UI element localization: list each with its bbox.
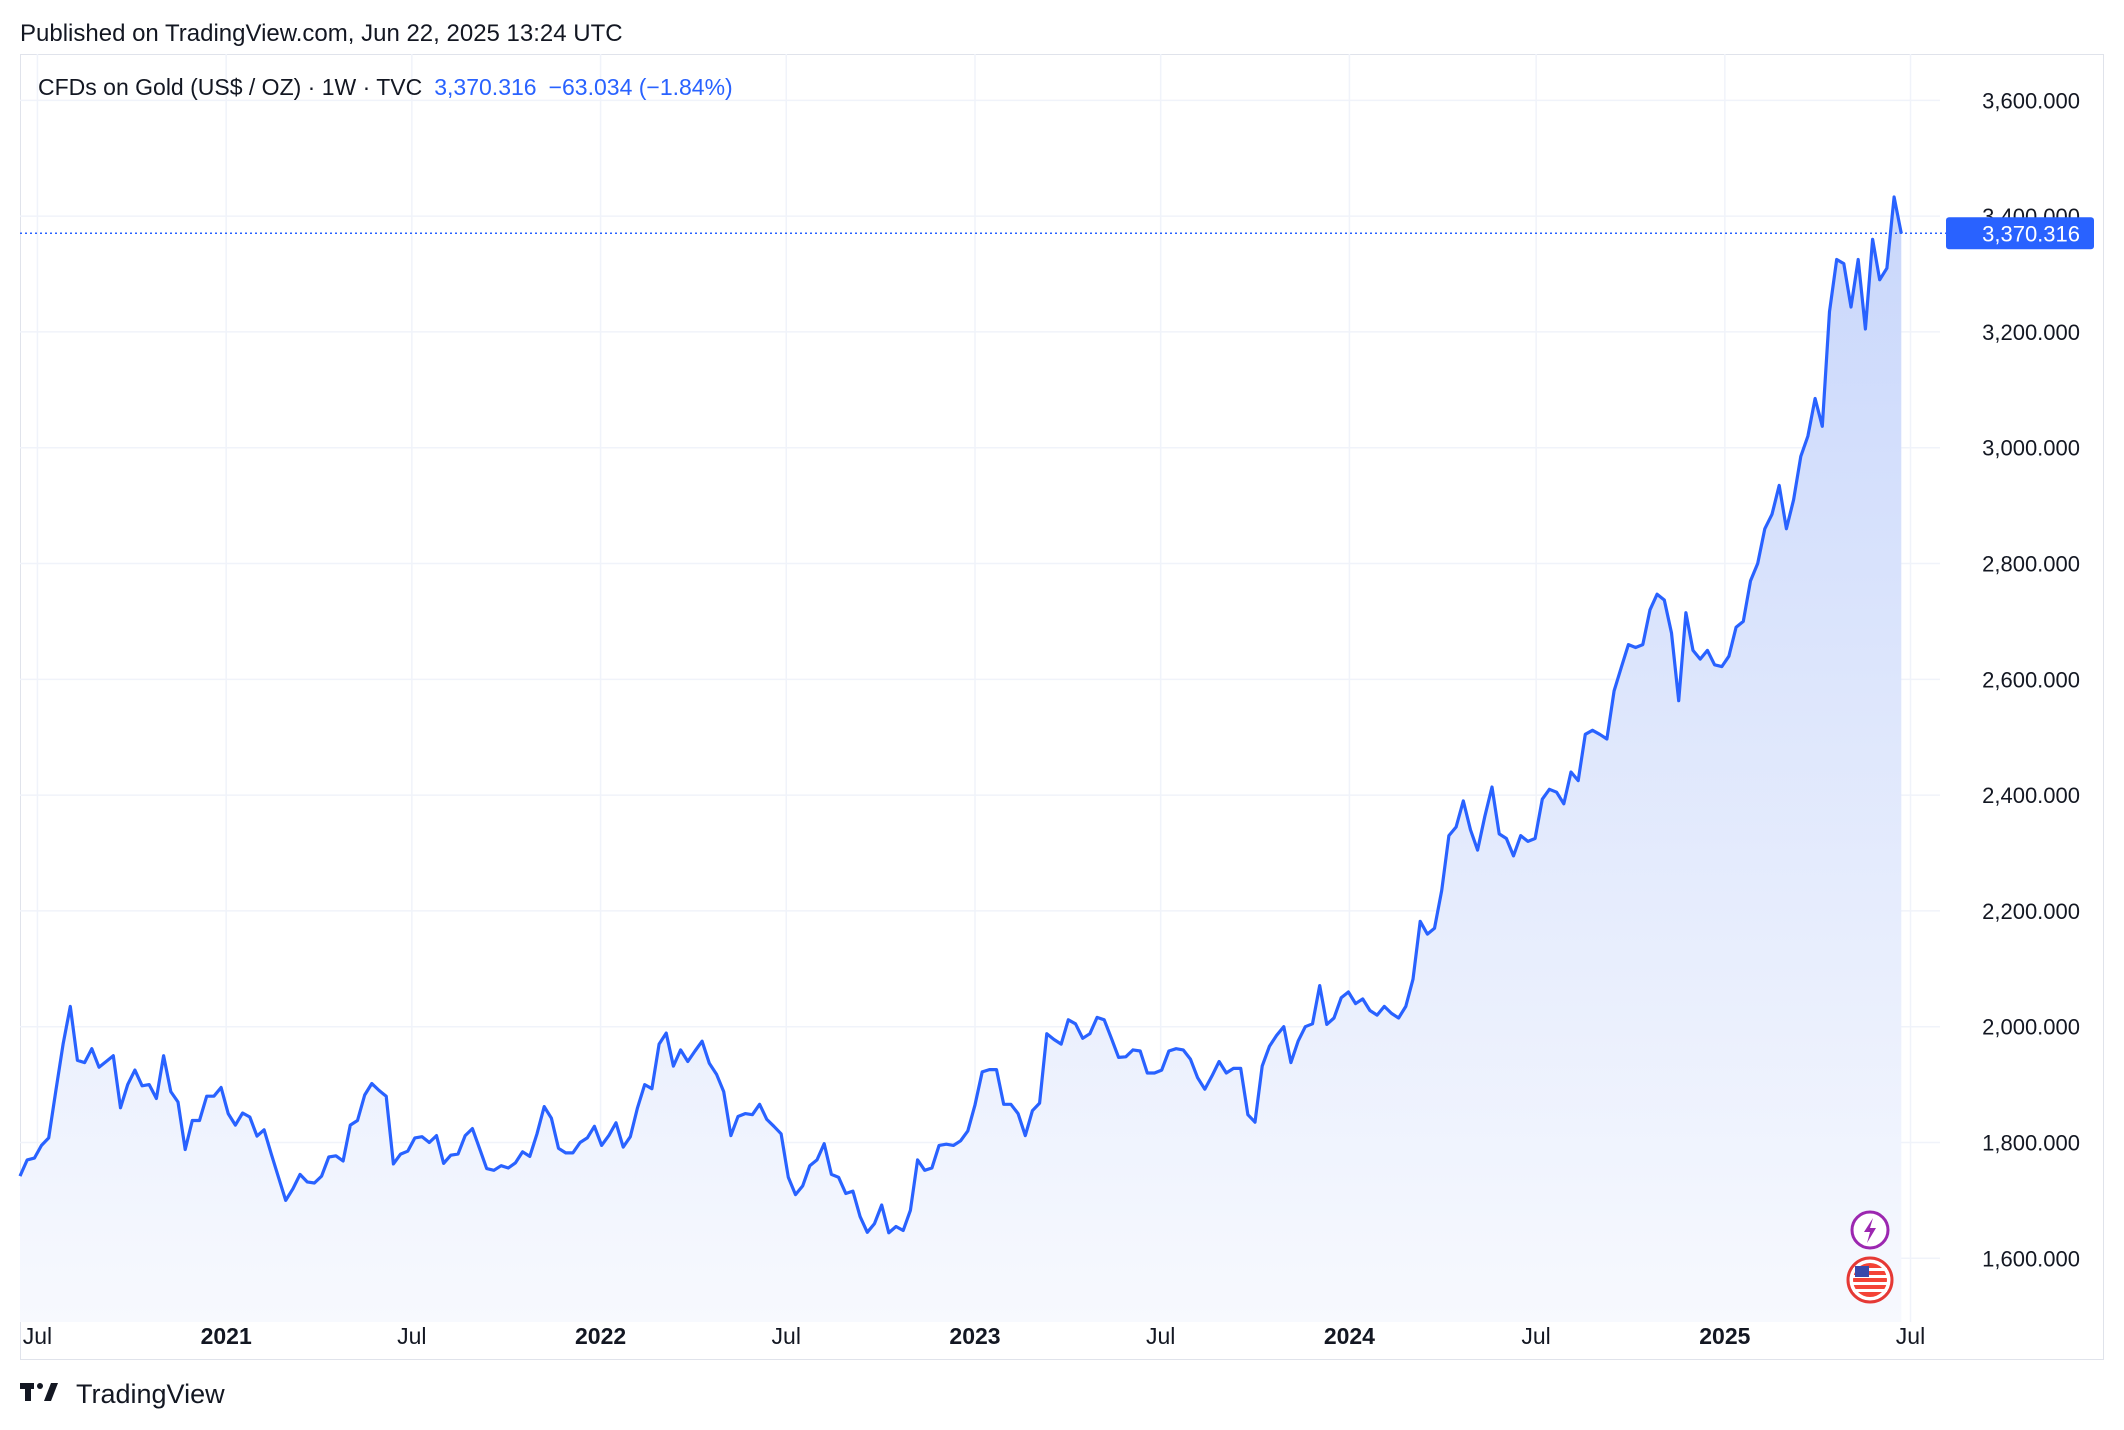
x-tick-label: 2022 [575,1323,626,1349]
x-tick-label: Jul [1896,1323,1925,1349]
x-tick-label: Jul [772,1323,801,1349]
footer-brand: TradingView [76,1379,225,1409]
price-line-group [18,195,1903,1235]
tradingview-logo-icon [20,1378,66,1411]
y-tick-label: 3,000.000 [1982,436,2080,461]
chart-frame [20,54,2104,1360]
x-tick-label: 2023 [949,1323,1000,1349]
last-price-badge [1946,217,2094,250]
y-tick-label: 1,800.000 [1982,1131,2080,1156]
event-icons [1846,1210,1894,1304]
y-tick-label: 3,200.000 [1982,320,2080,345]
y-axis: 1,600.000 1,800.000 2,000.000 2,200.000 2,40… [20,88,2094,1271]
price-area-fill [20,197,1902,1322]
y-tick-label: 2,200.000 [1982,899,2080,924]
chart-legend: CFDs on Gold (US$ / OZ) · 1W · TVC 3,370… [38,74,733,101]
x-tick-label: 2024 [1324,1323,1375,1349]
legend-change: −63.034 (−1.84%) [548,74,733,100]
y-tick-label: 3,600.000 [1982,88,2080,113]
x-tick-label: Jul [23,1323,52,1349]
x-tick-label: Jul [1146,1323,1175,1349]
legend-symbol: CFDs on Gold (US$ / OZ) · 1W · TVC [38,74,423,100]
area-fill-group [20,197,1902,1322]
x-tick-label: 2021 [201,1323,252,1349]
published-caption: Published on TradingView.com, Jun 22, 20… [20,20,623,47]
x-axis: Jul 2021 Jul 2022 Jul 2023 Jul 2024 Jul 2025 Jul [23,1323,1925,1349]
y-tick-label: 2,800.000 [1982,552,2080,577]
x-tick-label: Jul [397,1323,426,1349]
price-line[interactable] [18,195,1903,1235]
legend-price: 3,370.316 [434,74,537,100]
last-price-badge-label: 3,370.316 [1982,221,2080,246]
y-tick-label: 1,600.000 [1982,1246,2080,1271]
lightning-icon[interactable] [1850,1210,1890,1250]
y-tick-label: 2,600.000 [1982,667,2080,692]
y-tick-label: 2,400.000 [1982,783,2080,808]
y-tick-label: 2,000.000 [1982,1015,2080,1040]
us-flag-icon[interactable] [1846,1256,1894,1304]
x-tick-label: 2025 [1699,1323,1750,1349]
x-tick-label: Jul [1521,1323,1550,1349]
tradingview-logo[interactable]: TradingView [20,1378,225,1411]
